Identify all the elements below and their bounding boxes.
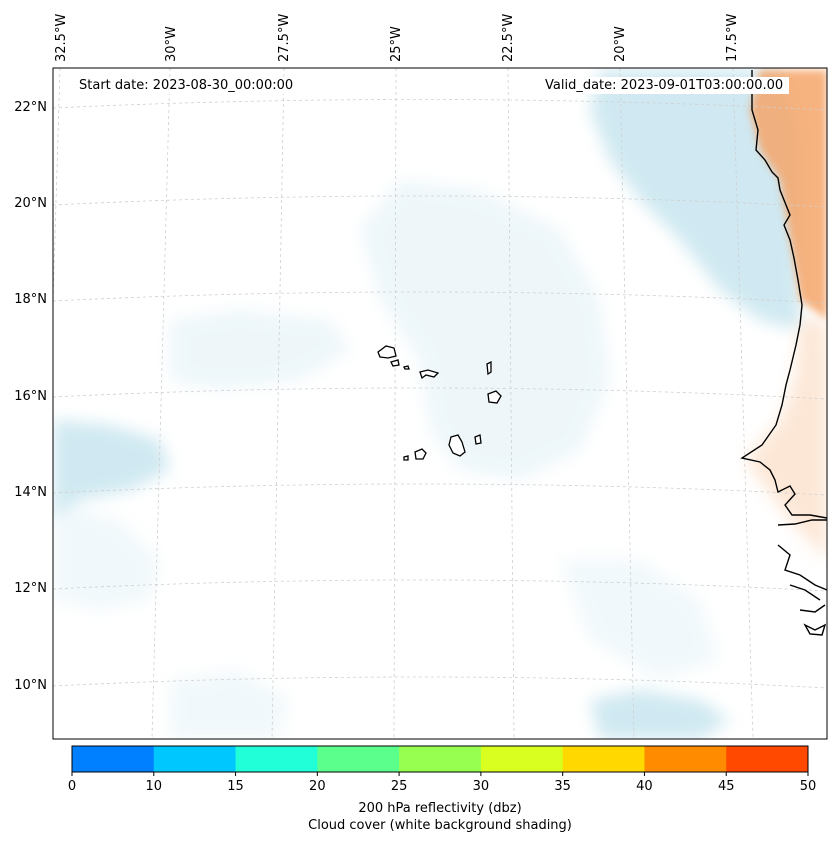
lon-label-22-5w: 22.5°W — [501, 14, 516, 62]
island-maio — [474, 434, 482, 445]
latitude-labels: 22°N 20°N 18°N 16°N 14°N 12°N 10°N — [14, 100, 47, 693]
cloud-central-band — [360, 180, 610, 480]
island-sao-vicente — [390, 359, 400, 367]
reflectivity-south-coast — [745, 320, 827, 560]
cloud-south-west — [170, 670, 290, 739]
lon-label-17-5w: 17.5°W — [725, 14, 740, 62]
graticule — [53, 68, 827, 739]
lat-label-18n: 18°N — [14, 292, 47, 307]
cloud-south-patch — [590, 690, 730, 739]
colorbar-title: 200 hPa reflectivity (dbz) — [358, 801, 522, 816]
cloud-mid-west — [170, 310, 350, 390]
lon-label-32-5w: 32.5°W — [54, 14, 69, 62]
cloud-south-east — [560, 560, 720, 680]
cloud-band-north — [590, 70, 800, 330]
cloud-sw-patch — [53, 500, 160, 610]
lat-label-20n: 20°N — [14, 196, 47, 211]
longitude-labels: 32.5°W 30°W 27.5°W 25°W 22.5°W 20°W 17.5… — [54, 14, 740, 62]
lat-label-16n: 16°N — [14, 389, 47, 404]
colorbar-subtitle: Cloud cover (white background shading) — [308, 818, 572, 833]
island-santo-antao — [377, 345, 397, 359]
cape-verde-islands — [377, 345, 502, 461]
island-boa-vista — [487, 390, 502, 404]
gambia-river-coast — [777, 519, 827, 636]
map-frame — [52, 67, 828, 740]
cloud-west-patch — [53, 420, 170, 520]
island-brava — [403, 455, 409, 461]
lat-label-10n: 10°N — [14, 678, 47, 693]
cloud-cover-layer — [53, 70, 800, 739]
african-coastline — [740, 70, 827, 519]
land-reflectivity-layer — [745, 70, 827, 560]
island-sao-nicolau — [419, 369, 440, 380]
start-date-label: Start date: 2023-08-30_00:00:00 — [73, 77, 300, 94]
lat-label-22n: 22°N — [14, 100, 47, 115]
lon-label-20w: 20°W — [613, 26, 628, 62]
lon-label-25w: 25°W — [389, 26, 404, 62]
lat-label-12n: 12°N — [14, 581, 47, 596]
lon-label-30w: 30°W — [164, 26, 179, 62]
lon-label-27-5w: 27.5°W — [277, 14, 292, 62]
reflectivity-north-coast — [750, 70, 827, 320]
island-santiago — [448, 434, 466, 457]
valid-date-label: Valid_date: 2023-09-01T03:00:00.00 — [539, 77, 790, 94]
lat-label-14n: 14°N — [14, 485, 47, 500]
island-santa-luzia — [403, 365, 410, 370]
island-fogo — [414, 448, 427, 460]
island-sal — [486, 360, 492, 376]
